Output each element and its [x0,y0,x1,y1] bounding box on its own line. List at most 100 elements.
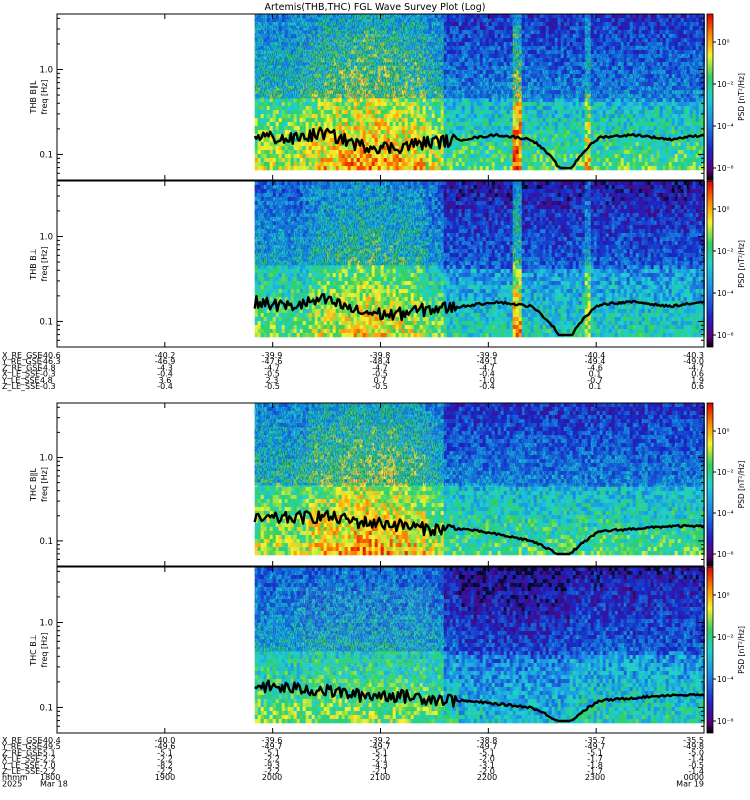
ephemeris-value: -4.3 [372,761,388,770]
ephemeris-value: -5.0 [688,748,704,757]
ephemeris-value: -5.1 [157,748,173,757]
ephemeris-value: -49.5 [40,742,61,751]
ephemeris-value: -2.2 [40,767,56,776]
cyclotron-frequency-trace [254,679,705,723]
cyclotron-frequency-trace [253,509,705,556]
colorbar-label: PSD [nT²/Hz] [737,626,746,674]
colorbar: 10⁰ 10⁻² 10⁻⁴ 10⁻⁶ PSD [nT²/Hz] [706,566,746,734]
ephemeris-value: -49.7 [262,742,283,751]
ephemeris-value: 0.6 [691,370,704,379]
date-start-label: Mar 18 [40,779,68,788]
y-tick-label: 1.0 [39,618,53,628]
ephemeris-value: -0.5 [264,370,280,379]
y-tick-label: 0.1 [39,317,53,327]
ephemeris-row-label: X_LE_SSE [2,755,40,764]
ephemeris-value: -2.2 [157,767,173,776]
ephemeris-value: -2.1 [372,755,388,764]
x-tick-label: 2100 [370,773,390,782]
ephemeris-value: -0.4 [479,382,495,391]
ephemeris-value: -0.7 [587,376,603,385]
x-tick-label: 0000 [684,773,704,782]
ephemeris-value: -2.2 [264,767,280,776]
ephemeris-value: -4.8 [40,363,56,372]
y-axis-label: freq [Hz] [40,633,49,668]
year-row-label: 2025 [2,779,22,788]
ephemeris-value: -1.8 [587,761,603,770]
ephemeris-value: -4.7 [264,363,280,372]
ephemeris-value: -5.1 [479,748,495,757]
colorbar-tick-label: 10⁻² [717,468,734,477]
y-axis-label: freq [Hz] [40,467,49,502]
ephemeris-row-label: Z_RE_GSE [2,748,42,757]
ephemeris-value: -0.5 [264,382,280,391]
colorbar-label: PSD [nT²/Hz] [737,461,746,509]
ephemeris-value: -47.6 [262,357,283,366]
ephemeris-row-label: Z_LE_SSE [2,767,40,776]
spectrogram-panel-1: 1.0 0.1 THB B∥L freq [Hz] 10⁰ 10⁻² 10⁻⁴ 10⁻⁶ PSD… [29,13,746,181]
colorbar-tick-label: 10⁻⁴ [717,675,734,684]
ephemeris-value: -8.2 [157,761,173,770]
colorbar-tick-label: 10⁰ [717,591,730,600]
x-tick-label: 2200 [477,773,497,782]
colorbar-tick-label: 10⁻⁴ [717,122,734,131]
ephemeris-value: -49.7 [477,742,498,751]
ephemeris-value: -1.7 [587,755,603,764]
thb-ephemeris-table: X_RE_GSEY_RE_GSEZ_RE_GSEX_LE_SSEY_LE_SSE… [1,351,704,391]
x-tick-label: 1800 [40,773,60,782]
y-tick-label: 0.1 [39,537,53,547]
ephemeris-value: -38.8 [477,736,498,745]
ephemeris-value: -0.3 [40,370,56,379]
cyclotron-frequency-trace [253,293,705,337]
ephemeris-value: -49.8 [683,742,704,751]
ephemeris-value: 0.1 [589,382,602,391]
ephemeris-value: -0.4 [157,370,173,379]
ephemeris-value: -5.1 [40,748,56,757]
ephemeris-value: -3.1 [479,761,495,770]
ephemeris-value: -2.0 [479,755,495,764]
ephemeris-value: -49.4 [585,357,606,366]
ephemeris-value: 1.9 [691,376,704,385]
colorbar: 10⁰ 10⁻² 10⁻⁴ 10⁻⁶ PSD [nT²/Hz] [706,180,746,348]
ephemeris-value: -4.7 [479,363,495,372]
ephemeris-value: -4.7 [688,363,704,372]
ephemeris-value: -40.4 [585,351,606,360]
ephemeris-row-label: X_RE_GSE [2,351,42,360]
date-end-label: Mar 19 [676,779,704,788]
colorbar-label: PSD [nT²/Hz] [737,73,746,121]
colorbar-tick-label: 10⁰ [717,205,730,214]
colorbar-tick-label: 10⁻² [717,80,734,89]
ephemeris-row-label: X_LE_SSE [2,370,40,379]
ephemeris-value: -0.5 [688,761,704,770]
colorbar-tick-label: 10⁻⁶ [717,164,734,173]
ephemeris-value: -2.0 [479,767,495,776]
ephemeris-value: -49.7 [585,742,606,751]
colorbar-tick-label: 10⁻⁴ [717,509,734,518]
y-tick-label: 1.0 [39,232,53,242]
ephemeris-value: -1.4 [688,755,704,764]
panel-label: THB B∥L [29,80,38,114]
ephemeris-value: -2.2 [264,755,280,764]
x-tick-label: 1900 [155,773,175,782]
time-row-label: hhmm [2,773,28,782]
ephemeris-value: -4.3 [157,363,173,372]
colorbar-tick-label: 10⁻⁶ [717,550,734,559]
ephemeris-row-label: Y_RE_GSE [1,742,42,751]
ephemeris-value: -5.1 [372,748,388,757]
ephemeris-value: -1.0 [479,376,495,385]
ephemeris-value: -40.4 [40,736,61,745]
ephemeris-value: -39.9 [262,351,283,360]
spectrogram-panel-4: 1.0 0.1 THC B⊥ freq [Hz] 10⁰ 10⁻² 10⁻⁴ 10⁻⁶ PSD … [29,566,746,734]
ephemeris-value: 0.7 [374,376,387,385]
colorbar-tick-label: 10⁻⁶ [717,717,734,726]
y-tick-label: 1.0 [39,65,53,75]
ephemeris-value: -35.5 [683,736,704,745]
colorbar-tick-label: 10⁻⁴ [717,289,734,298]
ephemeris-value: -5.1 [264,748,280,757]
ephemeris-row-label: Y_LE_SSE [1,376,40,385]
ephemeris-value: -39.2 [370,736,391,745]
y-axis-label: freq [Hz] [40,80,49,115]
ephemeris-value: -46.9 [155,357,176,366]
